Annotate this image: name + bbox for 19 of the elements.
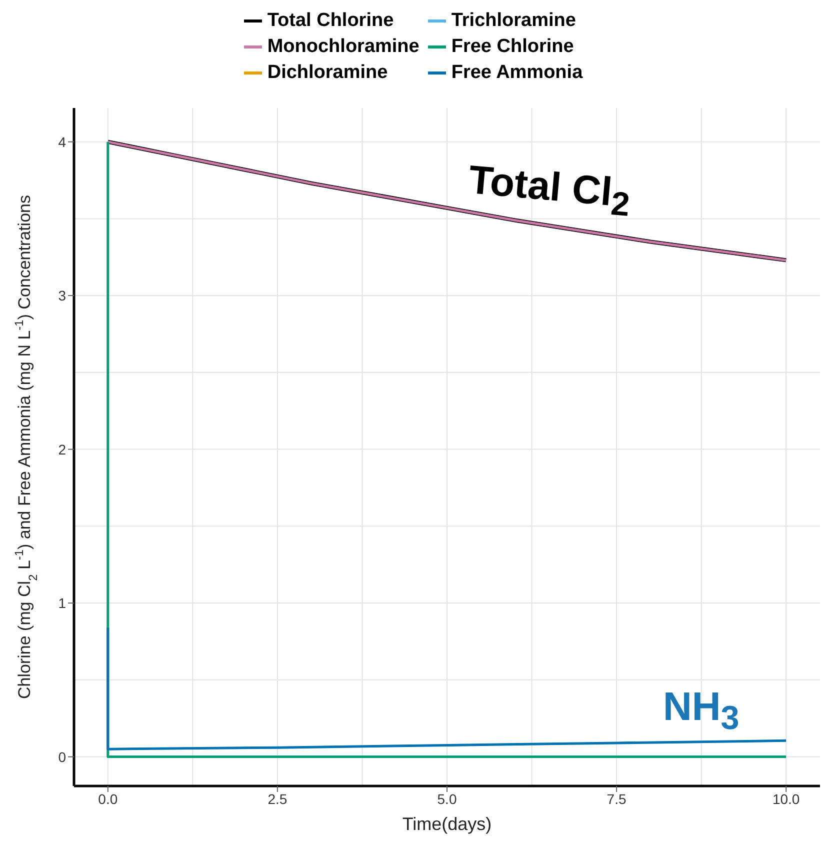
x-tick-label: 7.5 <box>606 790 626 807</box>
annotation: NH$_{3}$ <box>663 684 740 739</box>
y-tick-label: 1 <box>58 595 66 612</box>
y-tick-label: 4 <box>58 134 66 150</box>
legend-label: Trichloramine <box>451 10 576 32</box>
annotation: Total Cl$_{2}$ <box>466 157 632 226</box>
legend-label: Monochloramine <box>267 36 420 58</box>
legend-label: Free Chlorine <box>451 36 574 58</box>
y-tick-label: 0 <box>58 748 66 765</box>
y-tick-label: 3 <box>58 288 66 304</box>
x-tick-label: 5.0 <box>437 790 457 807</box>
x-axis-title: Time(days) <box>402 814 492 834</box>
x-tick-label: 0.0 <box>98 790 118 807</box>
y-tick-label: 2 <box>58 441 66 458</box>
x-tick-label: 2.5 <box>268 790 288 807</box>
legend-label: Free Ammonia <box>451 62 583 84</box>
legend-label: Total Chlorine <box>267 10 394 32</box>
legend-label: Dichloramine <box>267 62 388 84</box>
x-tick-label: 10.0 <box>772 790 800 807</box>
